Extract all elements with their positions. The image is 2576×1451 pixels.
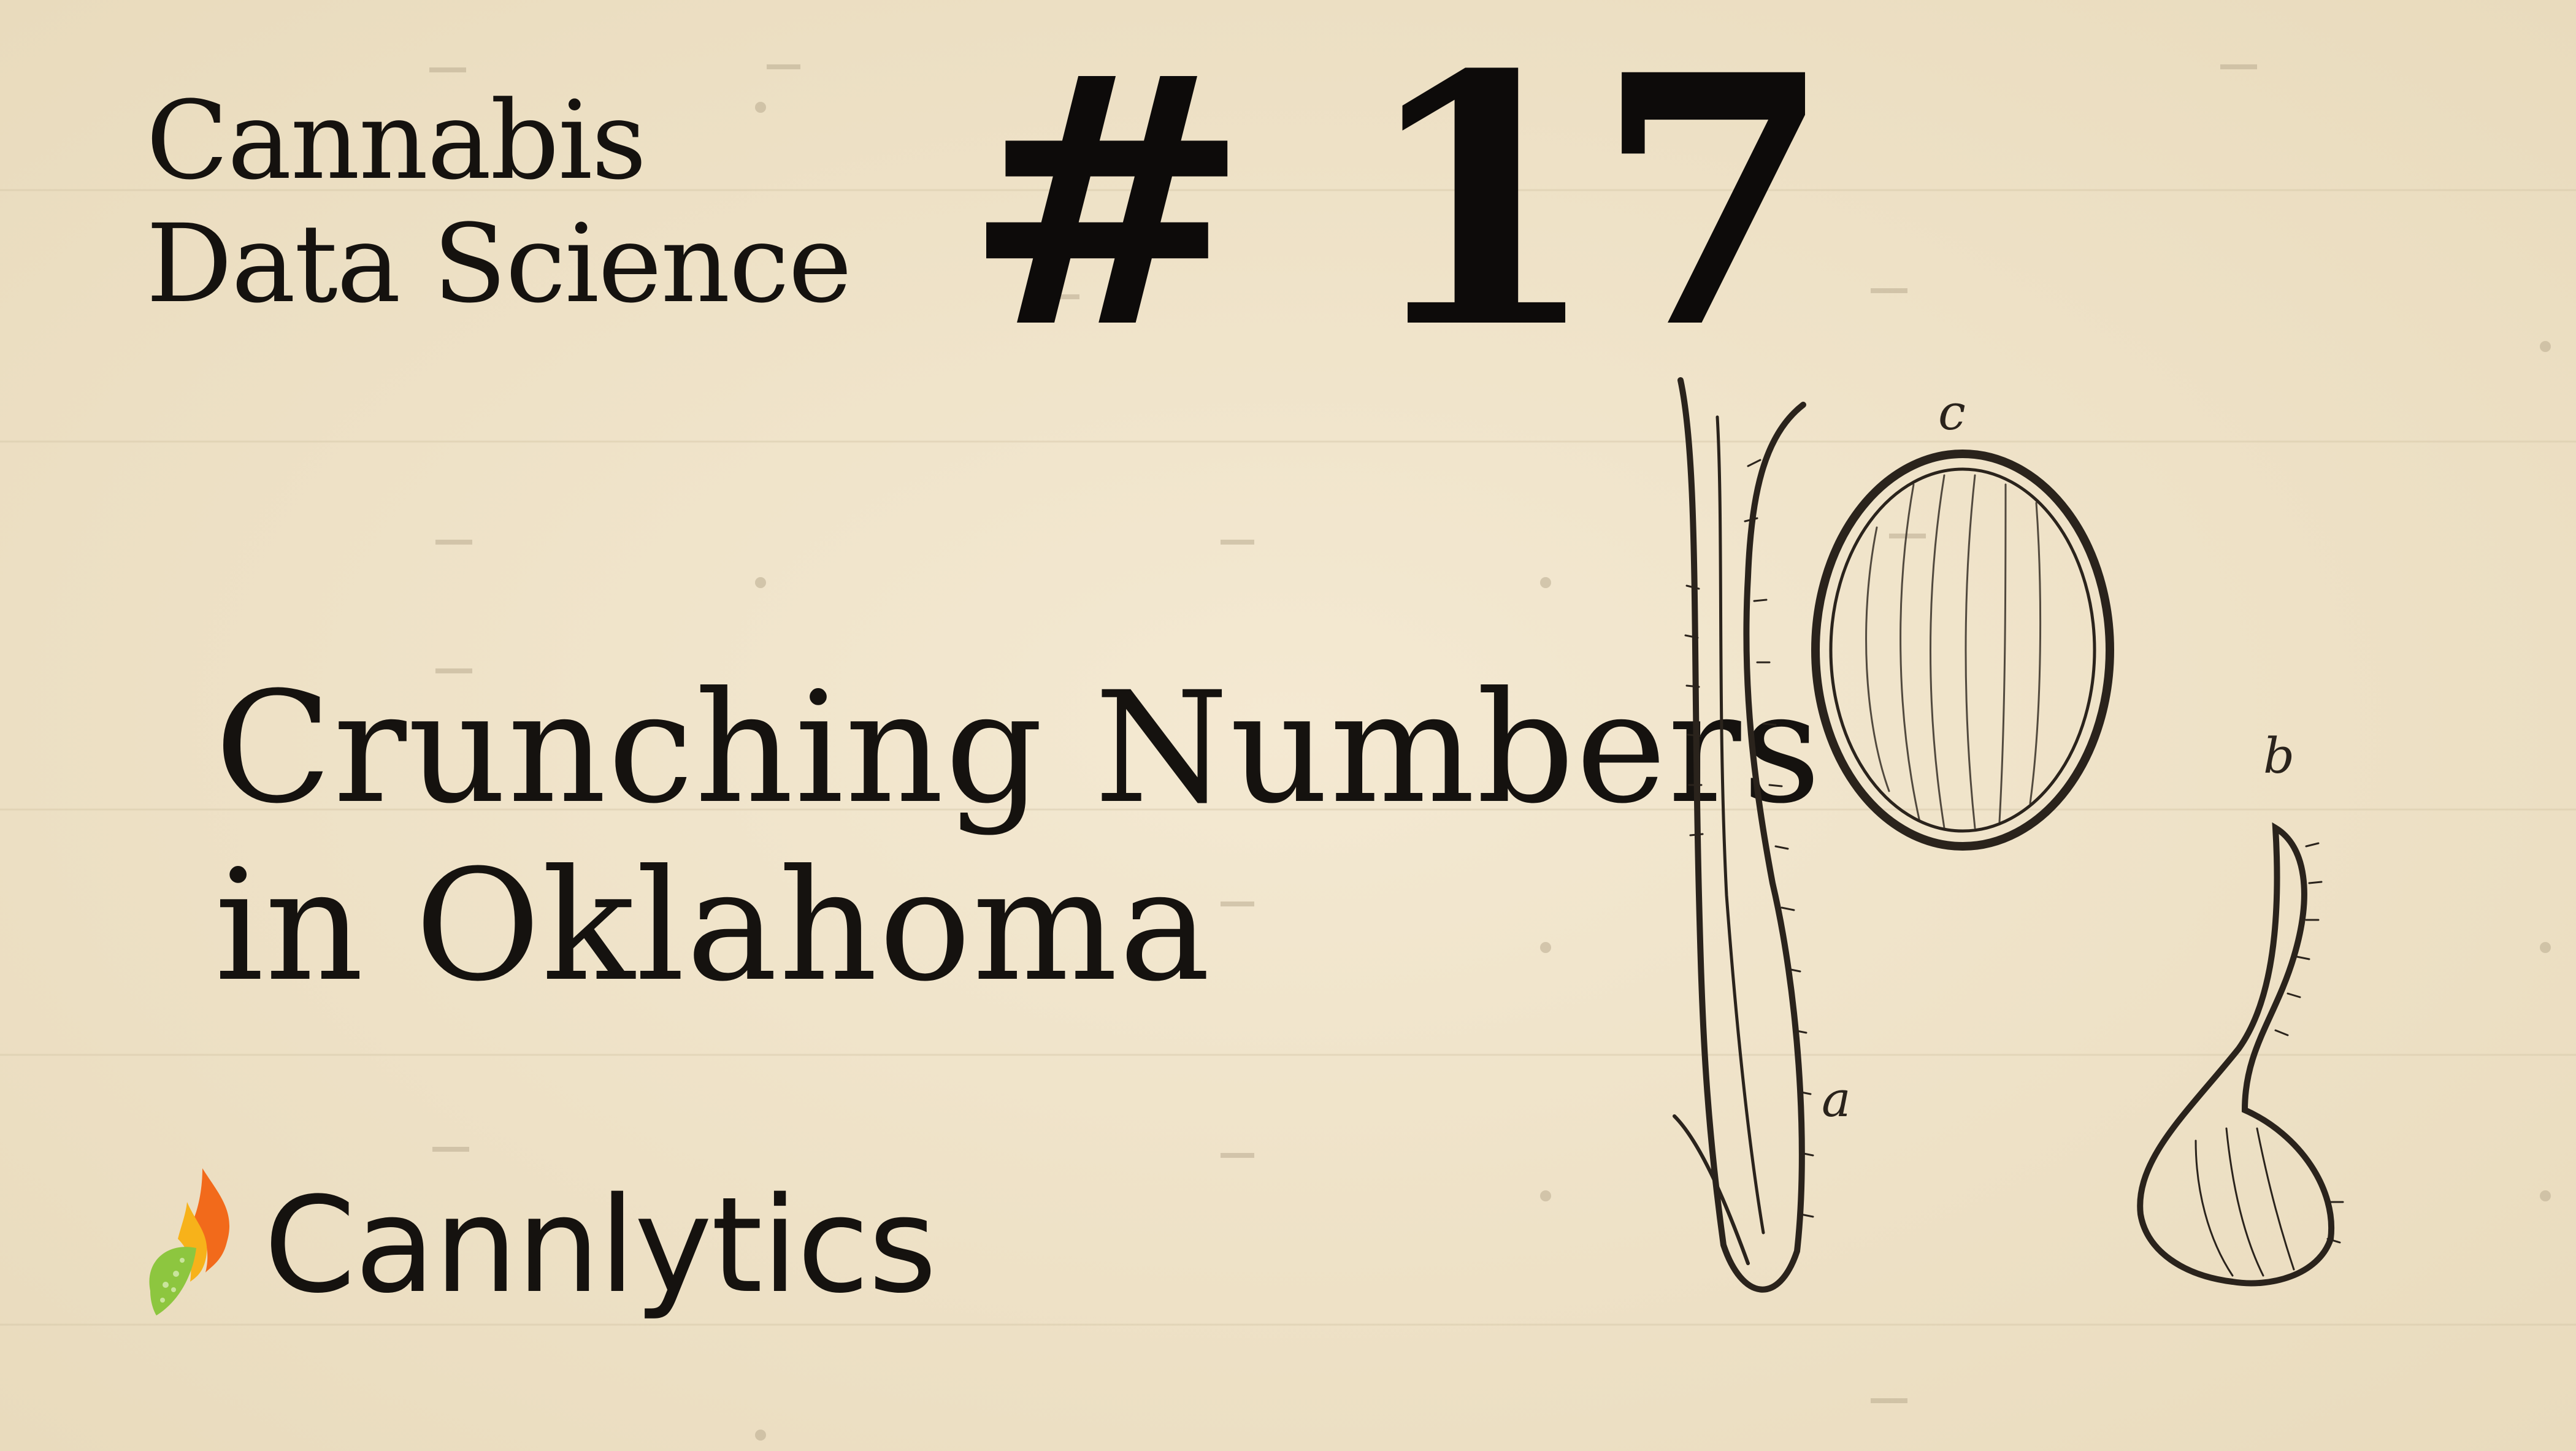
brand: Cannlytics bbox=[144, 1168, 937, 1322]
label-a: a bbox=[1822, 1071, 1851, 1128]
flame-leaf-icon bbox=[149, 1168, 230, 1315]
series-title: Cannabis Data Science bbox=[146, 78, 943, 327]
series-title-line1: Cannabis bbox=[146, 78, 647, 204]
episode-number: # 17 bbox=[963, 1, 1833, 404]
series-title-line2: Data Science bbox=[146, 201, 852, 327]
episode-title: Crunching Numbers in Oklahoma bbox=[215, 659, 1822, 1015]
cannabis-seed-illustration: c b a bbox=[1673, 377, 2344, 1293]
episode-title-line1: Crunching Numbers bbox=[215, 659, 1822, 837]
label-b: b bbox=[2263, 727, 2294, 784]
label-c: c bbox=[1938, 384, 1966, 441]
brand-name: Cannlytics bbox=[264, 1168, 937, 1322]
episode-title-line2: in Oklahoma bbox=[215, 837, 1212, 1015]
